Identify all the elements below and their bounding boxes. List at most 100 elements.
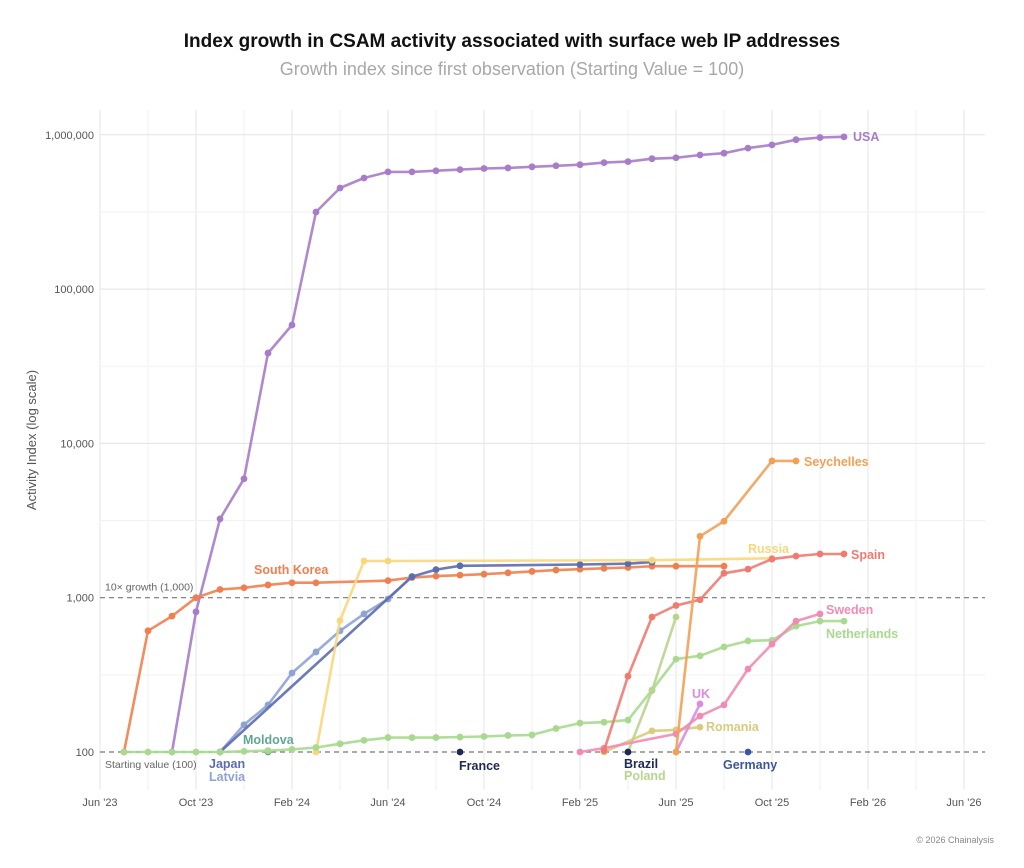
data-point-netherlands — [384, 734, 392, 741]
y-axis-label: Activity Index (log scale) — [24, 370, 39, 510]
x-tick-label: Jun '26 — [946, 797, 981, 809]
chart-subtitle: Growth index since first observation (St… — [279, 59, 745, 79]
chart-title: Index growth in CSAM activity associated… — [183, 31, 841, 52]
data-point-south-korea — [672, 562, 680, 570]
data-point-netherlands — [576, 719, 584, 727]
data-point-sweden — [696, 712, 704, 720]
data-point-usa — [816, 134, 824, 141]
data-point-netherlands — [192, 748, 200, 756]
series-label-france: France — [459, 759, 500, 773]
data-point-spain — [816, 550, 824, 558]
data-point-seychelles — [768, 457, 776, 465]
data-point-germany — [744, 748, 752, 756]
data-point-sweden — [792, 617, 800, 625]
data-point-sweden — [768, 640, 776, 648]
data-point-netherlands — [336, 740, 344, 748]
data-point-south-korea — [456, 571, 464, 579]
data-point-brazil — [624, 748, 632, 756]
data-point-russia — [360, 557, 368, 565]
data-point-usa — [480, 165, 488, 172]
data-point-spain — [720, 569, 728, 577]
data-point-netherlands — [672, 655, 680, 663]
data-point-usa — [408, 168, 416, 176]
data-point-south-korea — [384, 577, 392, 585]
series-label-latvia: Latvia — [209, 770, 246, 784]
series-label-germany: Germany — [723, 758, 777, 772]
data-point-usa — [576, 161, 584, 169]
data-point-usa — [240, 475, 248, 483]
data-point-usa — [192, 608, 200, 616]
x-tick-label: Oct '23 — [179, 797, 214, 809]
data-point-spain — [768, 555, 776, 563]
data-point-netherlands — [216, 748, 224, 756]
data-point-netherlands — [360, 736, 368, 744]
data-point-netherlands — [720, 643, 728, 651]
x-tick-label: Jun '25 — [658, 797, 693, 809]
data-point-netherlands — [288, 745, 296, 753]
series-label-usa: USA — [853, 130, 879, 144]
data-point-latvia — [288, 669, 296, 677]
series-label-sweden: Sweden — [826, 603, 873, 617]
data-point-usa — [504, 164, 512, 172]
series-line-russia — [314, 557, 773, 753]
data-point-spain — [744, 565, 752, 573]
data-point-netherlands — [240, 747, 248, 755]
data-point-usa — [792, 136, 800, 144]
data-point-netherlands — [840, 617, 848, 625]
x-tick-label: Feb '26 — [850, 797, 886, 809]
x-tick-label: Oct '25 — [755, 797, 790, 809]
data-point-netherlands — [312, 744, 320, 751]
data-point-netherlands — [120, 748, 128, 756]
data-point-spain — [624, 672, 632, 680]
data-point-japan — [456, 562, 464, 570]
data-point-usa — [672, 154, 680, 162]
data-point-romania — [696, 723, 704, 731]
data-point-usa — [600, 159, 608, 167]
copyright-credit: © 2026 Chainalysis — [916, 835, 994, 845]
data-point-usa — [696, 151, 704, 159]
data-point-usa — [384, 168, 392, 176]
data-point-south-korea — [144, 627, 152, 635]
data-point-russia — [336, 617, 344, 625]
data-point-netherlands — [408, 734, 416, 741]
series-label-netherlands: Netherlands — [826, 627, 898, 641]
data-point-seychelles — [696, 532, 704, 540]
series-label-romania: Romania — [706, 720, 760, 734]
series-label-spain: Spain — [851, 548, 885, 562]
y-tick-label: 100 — [76, 747, 94, 759]
data-point-usa — [216, 515, 224, 523]
data-point-poland — [648, 687, 656, 694]
y-tick-label: 100,000 — [54, 284, 94, 296]
data-point-sweden — [576, 748, 584, 756]
data-point-sweden — [816, 610, 824, 618]
y-tick-label: 1,000,000 — [45, 130, 94, 142]
x-tick-label: Feb '25 — [562, 797, 598, 809]
series-label-brazil: Brazil — [624, 757, 658, 771]
data-point-japan — [624, 560, 632, 568]
series-label-south-korea: South Korea — [254, 563, 329, 577]
data-point-netherlands — [480, 733, 488, 740]
data-point-netherlands — [744, 637, 752, 645]
data-point-usa — [528, 163, 536, 171]
data-point-usa — [264, 349, 272, 357]
data-point-spain — [792, 552, 800, 560]
data-point-south-korea — [552, 566, 560, 574]
x-tick-label: Oct '24 — [467, 797, 502, 809]
data-point-netherlands — [624, 716, 632, 724]
y-tick-label: 10,000 — [60, 438, 94, 450]
data-point-usa — [552, 162, 560, 170]
reference-line-label: Starting value (100) — [105, 759, 197, 771]
series-label-japan: Japan — [209, 757, 245, 771]
y-tick-label: 1,000 — [66, 593, 94, 605]
data-point-netherlands — [264, 747, 272, 755]
data-point-netherlands — [456, 733, 464, 741]
data-point-south-korea — [432, 572, 440, 580]
data-point-spain — [696, 596, 704, 604]
data-point-south-korea — [480, 570, 488, 578]
data-point-south-korea — [600, 564, 608, 572]
data-point-usa — [720, 149, 728, 157]
data-point-uk — [696, 700, 704, 708]
data-point-russia — [384, 557, 392, 565]
series-line-seychelles — [674, 459, 796, 753]
data-point-seychelles — [792, 457, 800, 465]
